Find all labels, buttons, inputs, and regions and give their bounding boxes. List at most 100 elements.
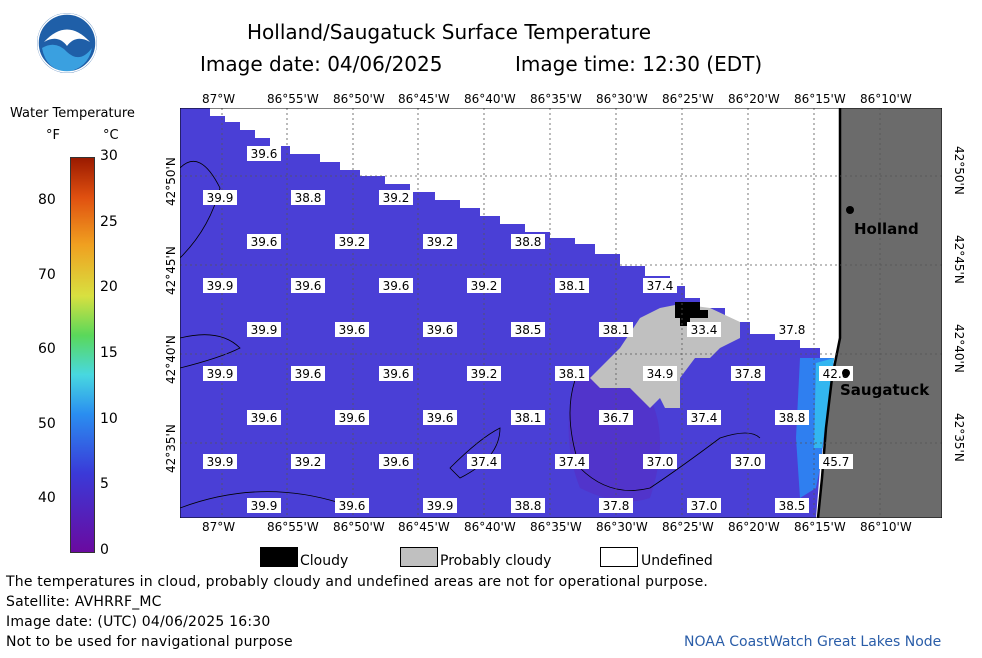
temperature-label-bg — [511, 498, 545, 513]
cloudy-area — [675, 302, 708, 326]
temperature-label-bg — [467, 454, 501, 469]
latitude-label: 42°35'N — [164, 424, 178, 473]
temperature-label: 39.6 — [339, 499, 366, 513]
colorbar-f-tick: 60 — [38, 341, 56, 357]
temperature-label-bg — [379, 454, 413, 469]
temperature-label-bg — [643, 454, 677, 469]
temperature-label-bg — [247, 498, 281, 513]
page-title: Holland/Saugatuck Surface Temperature — [247, 20, 652, 44]
colorbar-c-tick: 0 — [100, 542, 109, 558]
temperature-label: 39.9 — [427, 499, 454, 513]
longitude-label: 86°10'W — [860, 520, 912, 534]
colorbar-c-tick: 25 — [100, 213, 118, 230]
longitude-label: 86°15'W — [794, 92, 846, 106]
temperature-label-bg — [335, 410, 369, 425]
temperature-label: 38.1 — [559, 279, 586, 293]
temperature-label: 38.8 — [515, 499, 542, 513]
note-satellite: Satellite: AVHRRF_MC — [6, 594, 162, 610]
latitude-label: 42°40'N — [164, 335, 178, 384]
temperature-label: 39.6 — [295, 279, 322, 293]
longitude-label: 86°25'W — [662, 520, 714, 534]
city-label-holland: Holland — [854, 220, 919, 238]
colorbar — [70, 157, 95, 553]
latitude-label: 42°40'N — [952, 324, 966, 373]
temperature-label: 39.6 — [251, 147, 278, 161]
temperature-label-bg — [247, 146, 281, 161]
legend-probably-cloudy-label: Probably cloudy — [440, 553, 552, 569]
temperature-label-bg — [335, 234, 369, 249]
temperature-label-bg — [643, 366, 677, 381]
temperature-label: 38.8 — [515, 235, 542, 249]
temperature-label-bg — [291, 454, 325, 469]
temperature-label: 33.4 — [691, 323, 718, 337]
temperature-label-bg — [335, 322, 369, 337]
temperature-label-bg — [423, 322, 457, 337]
legend-cloudy-swatch — [260, 547, 298, 567]
temperature-label-bg — [203, 454, 237, 469]
temperature-label: 38.5 — [779, 499, 806, 513]
temperature-label-bg — [379, 278, 413, 293]
longitude-label: 86°55'W — [267, 92, 319, 106]
longitude-label: 86°25'W — [662, 92, 714, 106]
temperature-label-bg — [467, 278, 501, 293]
temperature-label-bg — [599, 498, 633, 513]
temperature-label: 37.0 — [735, 455, 762, 469]
temperature-label-bg — [291, 278, 325, 293]
colorbar-c-tick: 20 — [100, 279, 118, 296]
temperature-label: 39.6 — [383, 367, 410, 381]
temperature-label: 39.9 — [207, 191, 234, 205]
longitude-label: 86°30'W — [596, 520, 648, 534]
temperature-label: 39.6 — [251, 411, 278, 425]
temperature-label: 37.4 — [691, 411, 718, 425]
temperature-label-bg — [247, 234, 281, 249]
temperature-label: 39.2 — [471, 367, 498, 381]
image-time: Image time: 12:30 (EDT) — [515, 52, 763, 76]
temperature-label-bg — [687, 410, 721, 425]
temperature-label-bg — [203, 278, 237, 293]
temperature-label: 37.4 — [559, 455, 586, 469]
temperature-label: 39.2 — [471, 279, 498, 293]
temperature-label: 36.7 — [603, 411, 630, 425]
longitude-label: 87°W — [202, 92, 236, 106]
temperature-label-bg — [819, 454, 853, 469]
longitude-label: 87°W — [202, 520, 236, 534]
temperature-label: 39.6 — [427, 411, 454, 425]
longitude-label: 86°35'W — [530, 92, 582, 106]
temperature-label-bg — [775, 498, 809, 513]
temperature-label: 39.9 — [207, 455, 234, 469]
colorbar-c-tick: 10 — [100, 410, 118, 427]
temperature-label: 37.4 — [647, 279, 674, 293]
latitude-label: 42°45'N — [952, 235, 966, 284]
longitude-label: 86°40'W — [464, 520, 516, 534]
note-utc-date: Image date: (UTC) 04/06/2025 16:30 — [6, 614, 271, 630]
longitude-label: 86°35'W — [530, 520, 582, 534]
temperature-label-bg — [687, 498, 721, 513]
temperature-label-bg — [335, 498, 369, 513]
temperature-label: 37.8 — [603, 499, 630, 513]
temperature-label: 38.8 — [295, 191, 322, 205]
temperature-label: 38.1 — [603, 323, 630, 337]
temperature-label: 39.9 — [251, 499, 278, 513]
temperature-label: 39.6 — [339, 411, 366, 425]
temperature-label: 38.1 — [559, 367, 586, 381]
temperature-label-bg — [731, 454, 765, 469]
temperature-label-bg — [555, 278, 589, 293]
temperature-label: 39.2 — [427, 235, 454, 249]
colorbar-c-tick: 5 — [100, 476, 109, 493]
temperature-label: 39.6 — [251, 235, 278, 249]
temperature-label-bg — [247, 322, 281, 337]
saugatuck-marker — [842, 369, 850, 377]
colorbar-c-tick: 15 — [100, 345, 118, 361]
temperature-label-bg — [731, 366, 765, 381]
longitude-label: 86°30'W — [596, 92, 648, 106]
colorbar-c-unit: °C — [103, 128, 119, 143]
temperature-label: 39.9 — [207, 279, 234, 293]
temperature-label-bg — [511, 410, 545, 425]
latitude-label: 42°35'N — [952, 413, 966, 462]
longitude-label: 86°10'W — [860, 92, 912, 106]
note-navigation: Not to be used for navigational purpose — [6, 634, 293, 650]
temperature-label: 39.2 — [383, 191, 410, 205]
temperature-label-bg — [775, 410, 809, 425]
temperature-label-bg — [643, 278, 677, 293]
image-date: Image date: 04/06/2025 — [200, 52, 443, 76]
